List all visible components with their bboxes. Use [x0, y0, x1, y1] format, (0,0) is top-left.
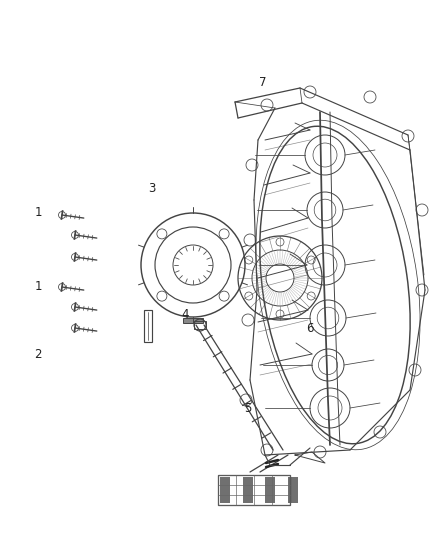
Text: 3: 3 [148, 182, 155, 195]
Bar [144, 310, 152, 342]
Bar [220, 477, 230, 503]
Bar [183, 318, 203, 323]
Text: 6: 6 [306, 321, 314, 335]
Bar [288, 477, 298, 503]
Bar [265, 477, 276, 503]
Text: 5: 5 [244, 401, 252, 415]
Text: 4: 4 [181, 309, 189, 321]
Text: 1: 1 [34, 280, 42, 294]
Text: 7: 7 [259, 76, 267, 88]
Bar [194, 321, 206, 329]
Text: 1: 1 [34, 206, 42, 220]
Text: 2: 2 [34, 349, 42, 361]
Bar [218, 475, 290, 505]
Bar [243, 477, 253, 503]
